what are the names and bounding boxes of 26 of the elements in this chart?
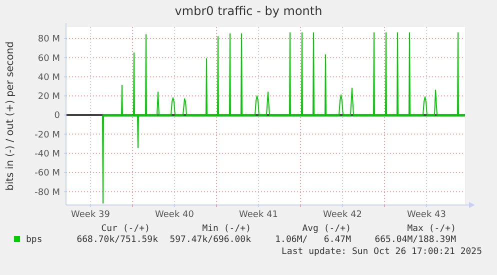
text: Min (-/+) <box>202 224 251 234</box>
y-tick-label: -20 M <box>34 130 60 140</box>
chart-title: vmbr0 traffic - by month <box>174 4 322 18</box>
text: Max (-/+) <box>407 224 456 234</box>
y-tick-label: -60 M <box>34 168 60 179</box>
y-tick-label: -80 M <box>34 188 60 198</box>
x-tick-label: Week 42 <box>323 210 362 220</box>
y-tick-label: 60 M <box>38 54 60 64</box>
legend-label: bps <box>26 235 42 245</box>
x-tick-label: Week 40 <box>155 210 194 220</box>
x-tick-label: Week 39 <box>71 210 110 220</box>
y-tick-label: -40 M <box>34 149 60 160</box>
text: 1.06M/ 6.47M <box>275 235 352 245</box>
text: 665.04M/188.39M <box>374 235 457 245</box>
y-axis-title: bits in (-) / out (+) per second <box>5 41 16 191</box>
y-tick-label: 20 M <box>38 92 60 102</box>
text: Cur (-/+) <box>101 224 150 234</box>
text: Avg (-/+) <box>302 224 351 234</box>
x-tick-label: Week 41 <box>239 210 278 220</box>
y-tick-label: 0 <box>54 111 60 122</box>
text: 597.47k/696.00k <box>170 235 252 245</box>
x-tick-label: Week 43 <box>407 210 446 220</box>
text: Last update: Sun Oct 26 17:00:21 2025 <box>282 247 482 257</box>
y-tick-label: 40 M <box>38 72 60 83</box>
text: 668.70k/751.59k <box>76 235 159 245</box>
y-tick-label: 80 M <box>38 34 60 45</box>
